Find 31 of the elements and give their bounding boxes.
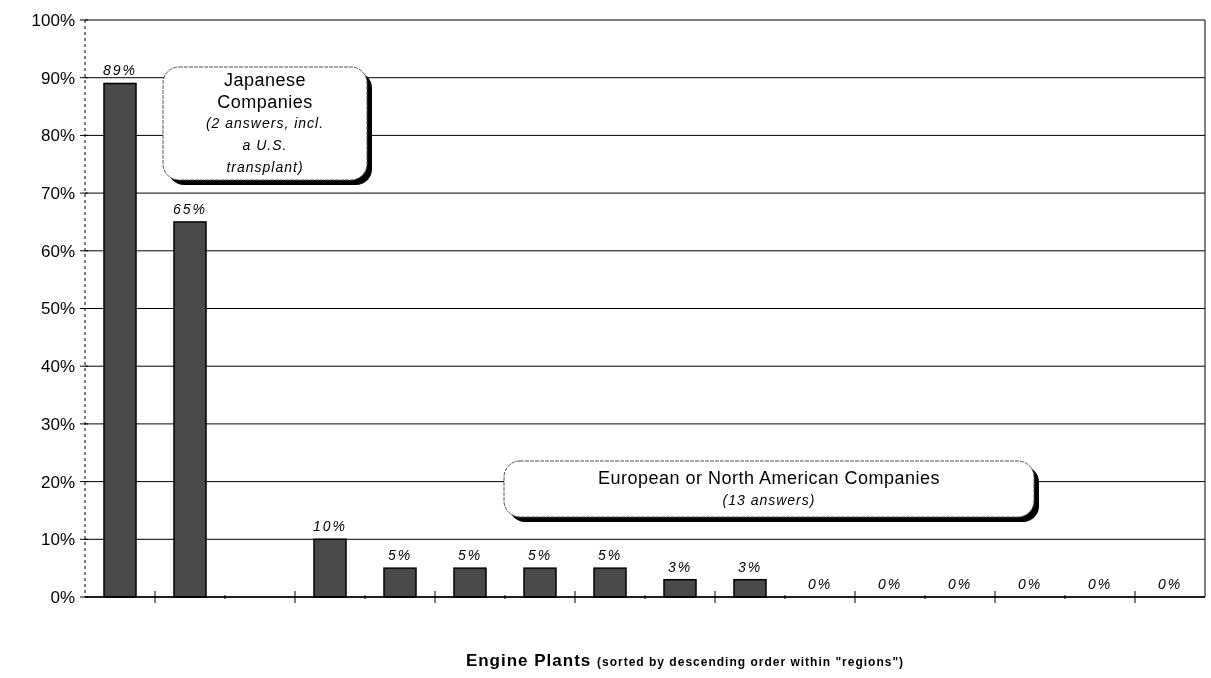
y-tick-label: 90% — [40, 68, 75, 88]
annotation: Japanese Companies — [217, 69, 313, 112]
data-label: 10% — [312, 518, 348, 535]
y-tick-label: 0% — [50, 587, 75, 607]
data-label: 0% — [1017, 576, 1043, 592]
y-tick-label: 60% — [40, 241, 75, 261]
data-label: 5% — [387, 547, 413, 564]
data-label: 0% — [947, 576, 973, 592]
y-tick-label: 10% — [40, 530, 75, 550]
y-tick-label: 40% — [40, 357, 75, 377]
y-tick-label: 70% — [40, 184, 75, 204]
y-tick-label: 20% — [40, 472, 75, 492]
annotation: (2 answers, incl. a U.S. transplant) — [205, 115, 325, 176]
data-label: 5% — [597, 547, 623, 564]
data-label: 0% — [807, 576, 833, 592]
y-tick-label: 80% — [40, 126, 75, 146]
data-label: 3% — [667, 558, 693, 575]
data-label: 5% — [527, 547, 553, 564]
data-label: 3% — [737, 558, 763, 575]
data-label: 5% — [457, 547, 483, 564]
data-label: 89% — [102, 62, 138, 79]
y-tick-label: 50% — [40, 299, 75, 319]
y-tick-label: 100% — [31, 10, 75, 30]
data-label: 0% — [1087, 576, 1113, 592]
data-label: 0% — [877, 576, 903, 592]
y-tick-label: 30% — [40, 414, 75, 434]
data-label: 65% — [172, 200, 208, 217]
annotation: European or North American Companies — [597, 468, 941, 489]
data-label: 0% — [1157, 576, 1183, 592]
annotation: (13 answers) — [722, 491, 816, 508]
x-axis-title: Engine Plants (sorted by descending order within "regions") — [465, 651, 905, 670]
